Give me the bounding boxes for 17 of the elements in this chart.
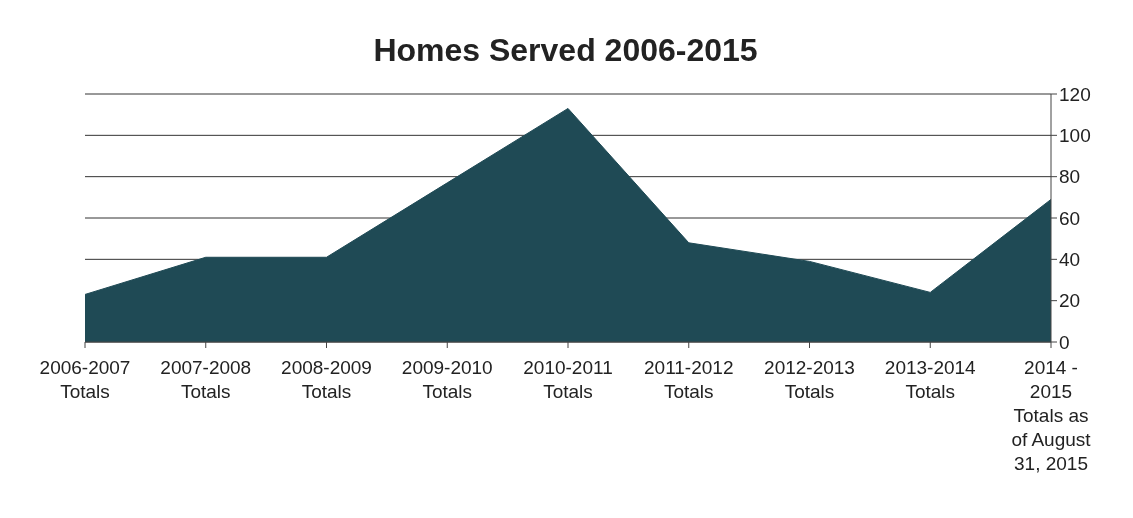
x-tick-label: 2010-2011 Totals [523, 357, 613, 402]
x-tick-label: 2013-2014 Totals [884, 357, 977, 402]
y-tick-label: 40 [1059, 249, 1081, 271]
y-tick-label: 100 [1059, 125, 1091, 147]
x-tick-label: 2009-2010 Totals [401, 357, 493, 402]
y-tick-label: 60 [1059, 207, 1081, 229]
y-tick-label: 0 [1059, 331, 1070, 353]
x-tick-label: 2012-2013 Totals [764, 357, 855, 402]
x-tick-label: 2008-2009 Totals [281, 357, 372, 402]
y-tick-label: 80 [1059, 166, 1081, 188]
y-tick-label: 120 [1059, 83, 1091, 105]
x-tick-label: 2014 - 2015 Totals as of August 31, 2015 [1011, 357, 1092, 474]
x-tick-label: 2007-2008 Totals [160, 357, 252, 402]
chart-title: Homes Served 2006-2015 [372, 32, 759, 70]
y-tick-label: 20 [1059, 290, 1081, 312]
x-tick-label: 2006-2007 Totals [39, 357, 131, 402]
x-tick-label: 2011-2012 Totals [644, 357, 734, 402]
